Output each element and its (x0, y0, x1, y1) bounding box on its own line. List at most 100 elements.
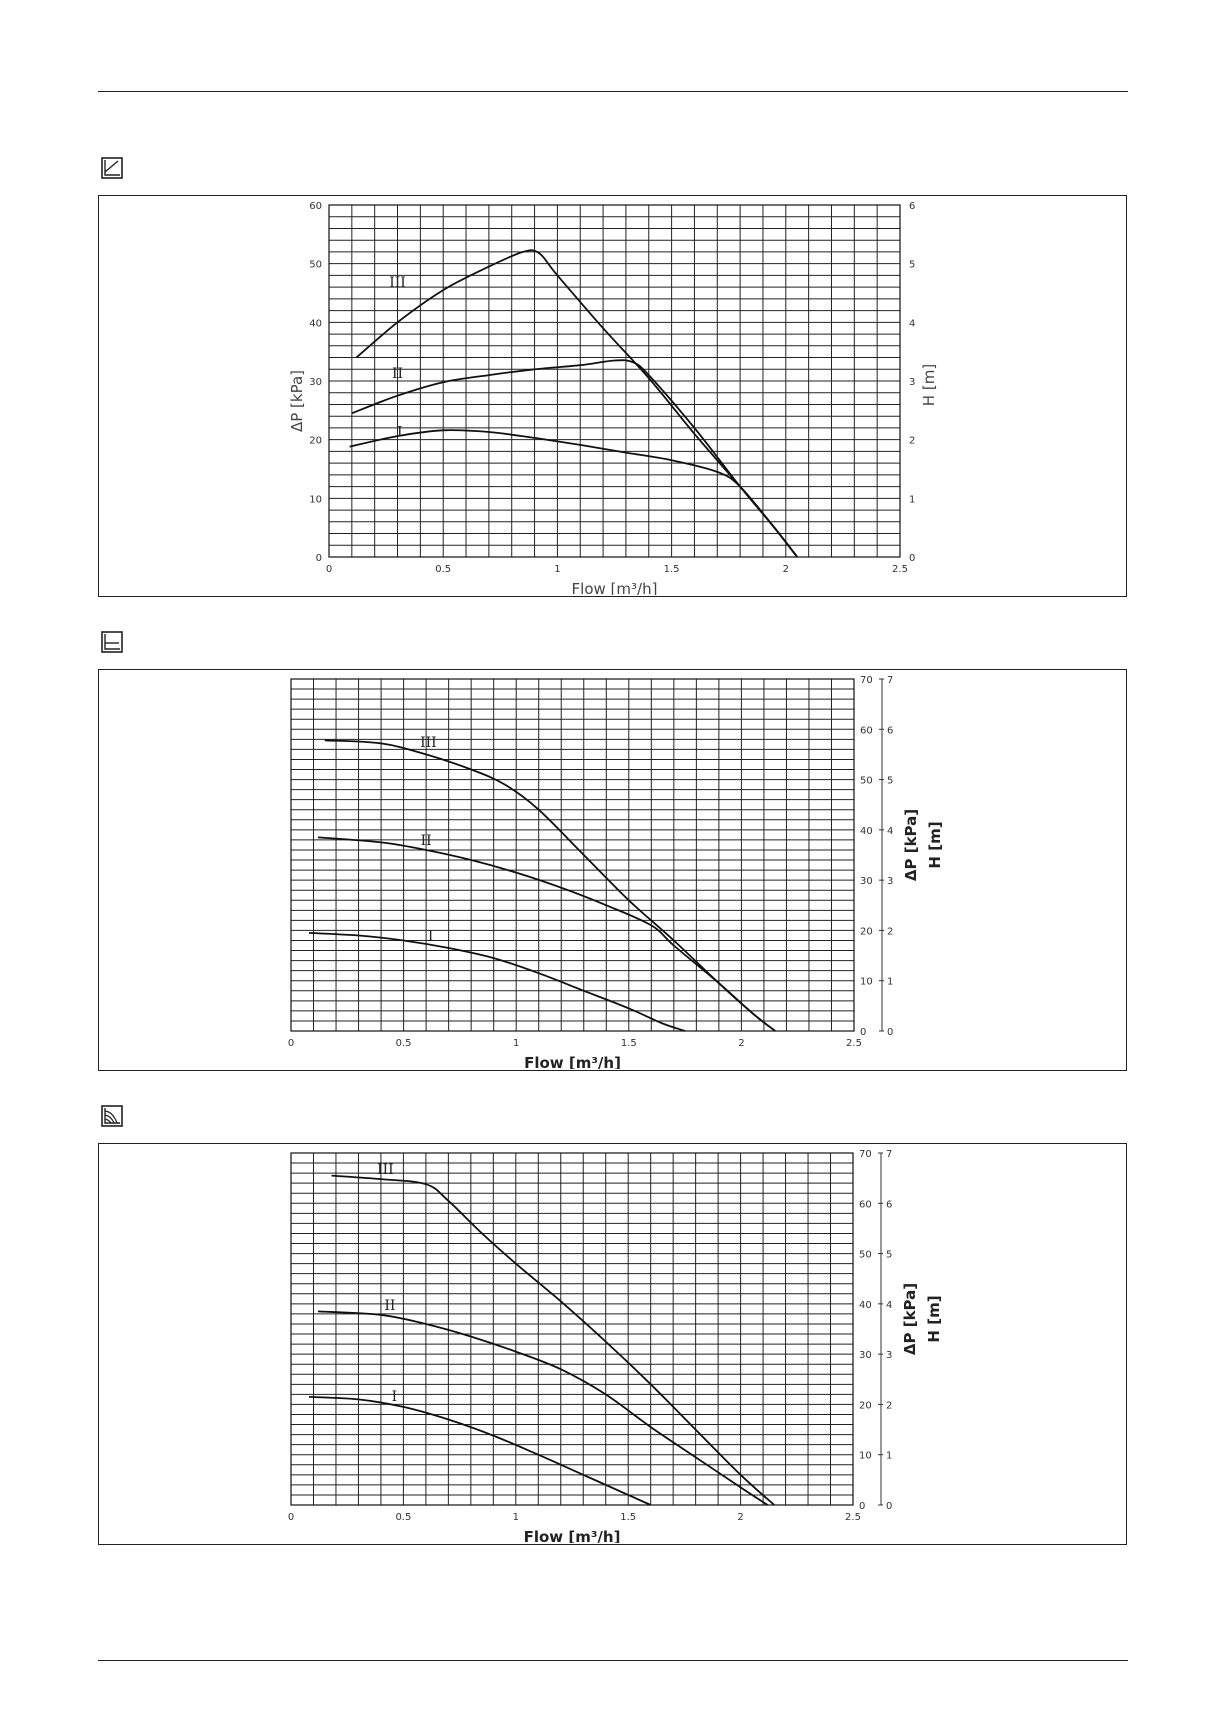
y-tick-label: 50 (309, 260, 322, 271)
plot-frame (328, 204, 901, 558)
series-label-II: II (421, 833, 432, 849)
y2-tick-label: 5 (886, 1250, 892, 1261)
series-label-II: II (392, 366, 403, 382)
y2-tick-label: 7 (887, 675, 893, 686)
x-tick-label: 0 (288, 1038, 294, 1049)
y-tick-label: 40 (860, 826, 873, 837)
x-axis-title: Flow [m³/h] (572, 580, 658, 595)
series-curve-I (308, 1396, 652, 1506)
x-tick-label: 1.5 (620, 1512, 636, 1523)
y2-axis-title: H [m] (925, 1295, 943, 1342)
y2-tick-label: 0 (886, 1501, 892, 1512)
y2-tick-label: 7 (886, 1149, 892, 1160)
plot-frame (290, 678, 855, 1032)
x-tick-label: 2.5 (892, 564, 908, 575)
x-tick-label: 0 (326, 564, 332, 575)
y2-tick-label: 0 (887, 1027, 893, 1038)
y2-tick-label: 2 (887, 926, 893, 937)
x-tick-label: 2.5 (845, 1512, 861, 1523)
chart-panel-1: 0 0.5 1 1.5 2 2.5 0 0 10 1 20 2 30 3 40 4 50 5 60 6 III II I … (98, 195, 1127, 597)
y2-tick-label: 6 (887, 725, 893, 736)
y-tick-label: 30 (309, 377, 322, 388)
y-tick-label: 60 (309, 201, 322, 212)
series-label-I: I (397, 425, 403, 441)
x-tick-label: 0.5 (435, 564, 451, 575)
y2-tick-label: 3 (886, 1350, 892, 1361)
proportional-pressure-mode-icon (101, 157, 123, 179)
y-tick-label: 10 (309, 494, 322, 505)
chart-2-svg: 0 0.5 1 1.5 2 2.50 010 120 230 340 450 560 670 7 IIII… (288, 675, 944, 1069)
speed-curve-mode-icon (101, 1105, 123, 1127)
chart-1-svg: 0 0.5 1 1.5 2 2.50 010 120 230 340 450 560 6 IIIIII … (288, 201, 938, 595)
x-tick-label: 0.5 (396, 1038, 412, 1049)
y2-tick-label: 6 (886, 1199, 892, 1210)
series-label-III: III (389, 275, 406, 291)
y2-tick-label: 5 (909, 260, 915, 271)
y2-tick-label: 2 (909, 436, 915, 447)
y2-tick-label: 6 (909, 201, 915, 212)
x-tick-label: 2.5 (846, 1038, 862, 1049)
y-tick-label: 0 (316, 553, 322, 564)
y2-tick-label: 3 (887, 876, 893, 887)
series-curve-I (349, 429, 798, 558)
x-tick-label: 2 (783, 564, 789, 575)
constant-pressure-mode-icon (101, 631, 123, 653)
y2-tick-label: 4 (886, 1300, 892, 1311)
y2-tick-label: 2 (886, 1400, 892, 1411)
y-tick-label: 40 (309, 318, 322, 329)
y-tick-label: 10 (859, 1451, 872, 1462)
y-tick-label: 20 (859, 1400, 872, 1411)
y2-tick-label: 5 (887, 776, 893, 787)
series-label-III: III (377, 1162, 394, 1178)
top-rule (98, 91, 1128, 92)
y-tick-label: 50 (859, 1250, 872, 1261)
x-tick-label: 2 (738, 1038, 744, 1049)
bottom-rule (98, 1660, 1128, 1661)
y-tick-label: 60 (859, 1199, 872, 1210)
x-tick-label: 1 (554, 564, 560, 575)
y-tick-label: 30 (859, 1350, 872, 1361)
series-curve-II (317, 836, 776, 1032)
series-curve-III (324, 739, 776, 1032)
y-tick-label: 0 (859, 1501, 865, 1512)
x-tick-label: 1 (513, 1512, 519, 1523)
y2-axis-title: H [m] (926, 821, 944, 868)
y-axis-title: ΔP [kPa] (902, 809, 920, 881)
y2-tick-label: 1 (909, 494, 915, 505)
y2-tick-label: 4 (909, 318, 915, 329)
y-tick-label: 70 (859, 1149, 872, 1160)
series-label-I: I (428, 928, 434, 944)
chart-3-svg: 0 0.5 1 1.5 2 2.50 010 120 230 340 450 560 670 7 IIII… (288, 1149, 943, 1543)
x-tick-label: 0 (288, 1512, 294, 1523)
y2-tick-label: 1 (887, 977, 893, 988)
series-curve-III (331, 1174, 775, 1506)
x-tick-label: 1.5 (664, 564, 680, 575)
x-tick-label: 1 (513, 1038, 519, 1049)
y-tick-label: 0 (860, 1027, 866, 1038)
series-curve-I (308, 932, 686, 1032)
y-tick-label: 70 (860, 675, 873, 686)
x-axis-title: Flow [m³/h] (524, 1528, 621, 1543)
series-curve-II (317, 1310, 769, 1506)
y-tick-label: 50 (860, 776, 873, 787)
y2-tick-label: 4 (887, 826, 893, 837)
y-axis-title: ΔP [kPa] (288, 370, 306, 432)
y2-axis-title: H [m] (920, 364, 938, 406)
y-tick-label: 60 (860, 725, 873, 736)
y-tick-label: 20 (860, 926, 873, 937)
y-tick-label: 20 (309, 436, 322, 447)
x-tick-label: 1.5 (621, 1038, 637, 1049)
series-curve-II (351, 359, 798, 558)
x-tick-label: 2 (737, 1512, 743, 1523)
chart-panel-3: 0 0.5 1 1.5 2 2.5 0 0 10 1 20 2 30 3 40 4 50 5 60 6 70 7 III I… (98, 1143, 1127, 1545)
y-tick-label: 30 (860, 876, 873, 887)
y-axis-title: ΔP [kPa] (901, 1283, 919, 1355)
chart-panel-2: 0 0.5 1 1.5 2 2.5 0 0 10 1 20 2 30 3 40 4 50 5 60 6 70 7 III I… (98, 669, 1127, 1071)
y-tick-label: 10 (860, 977, 873, 988)
y2-tick-label: 3 (909, 377, 915, 388)
y2-tick-label: 1 (886, 1451, 892, 1462)
x-axis-title: Flow [m³/h] (524, 1054, 621, 1069)
plot-frame (290, 1152, 854, 1506)
y2-tick-label: 0 (909, 553, 915, 564)
series-label-III: III (420, 735, 437, 751)
